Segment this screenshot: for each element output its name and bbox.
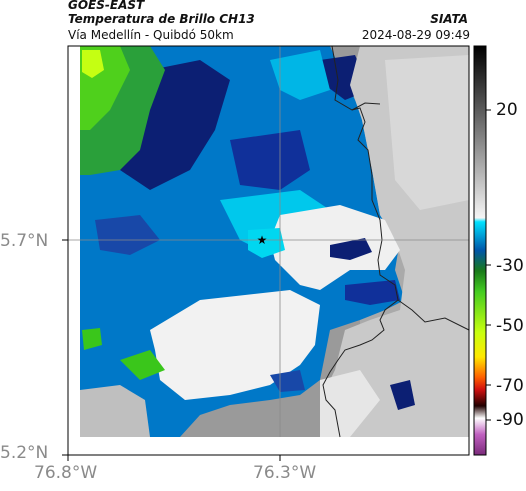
colorbar-tick-m70: -70: [496, 376, 524, 396]
coastline: [322, 45, 399, 438]
colorbar-tick-m50: -50: [496, 316, 524, 336]
colorbar: [473, 45, 487, 456]
star-icon: ★: [257, 233, 268, 247]
lat-tick-label-1: 5.7°N: [0, 231, 49, 251]
map-border: [67, 45, 470, 456]
org-label: SIATA: [430, 12, 468, 26]
lat-tick-label-2: 5.2°N: [0, 443, 49, 463]
colorbar-tick-m30: -30: [496, 256, 524, 276]
product-title: Temperatura de Brillo CH13: [68, 12, 255, 26]
lon-tick-label-2: 76.3°W: [253, 463, 317, 483]
region-label: Vía Medellín - Quibdó 50km: [68, 28, 234, 42]
datetime-label: 2024-08-29 09:49: [361, 28, 470, 42]
colorbar-tick-20: 20: [496, 100, 518, 120]
lon-tick-label-1: 76.8°W: [34, 463, 98, 483]
brightness-temperature-field: [80, 46, 469, 437]
department-border-north: [351, 102, 381, 111]
satellite-title: GOES-EAST: [68, 0, 145, 12]
colorbar-tick-m90: -90: [496, 410, 524, 430]
department-border: [397, 299, 470, 331]
